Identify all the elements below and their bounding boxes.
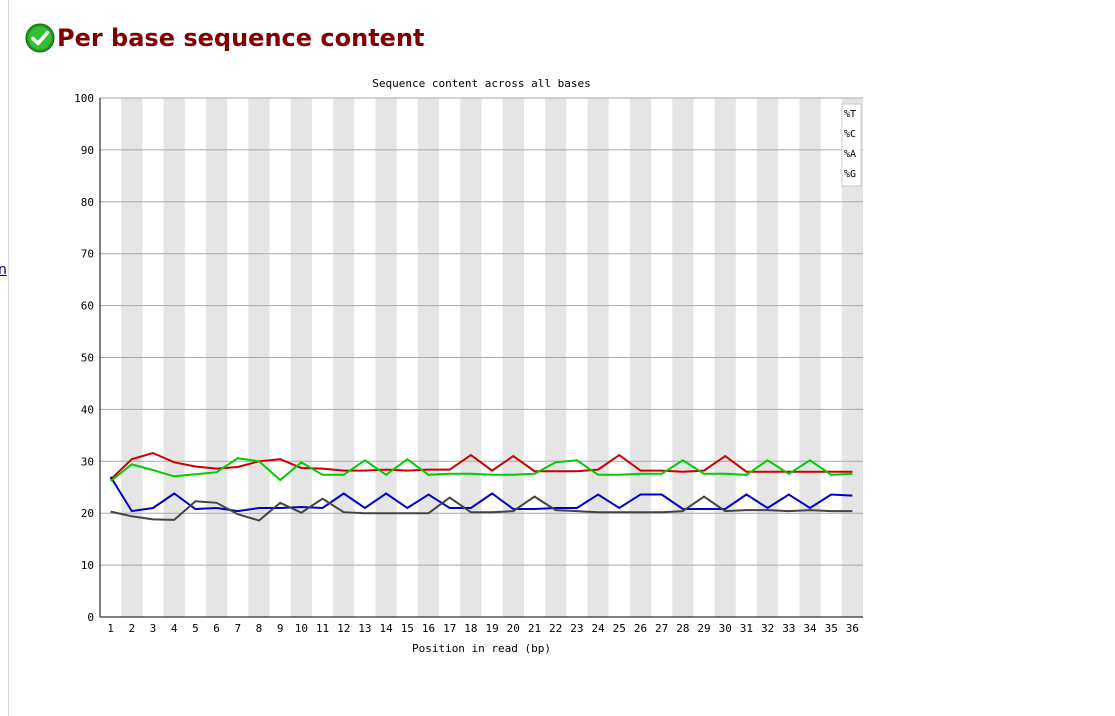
y-tick-label: 70 xyxy=(81,248,94,261)
legend-entry: %A xyxy=(844,149,856,160)
x-tick-label: 12 xyxy=(337,622,350,635)
x-tick-label: 20 xyxy=(507,622,520,635)
y-tick-label: 100 xyxy=(74,92,94,105)
series-lines xyxy=(109,451,853,522)
x-tick-label: 30 xyxy=(719,622,732,635)
y-tick-label: 10 xyxy=(81,559,94,572)
horizontal-gridlines xyxy=(100,97,863,618)
x-tick-label: 24 xyxy=(591,622,605,635)
y-tick-label: 80 xyxy=(81,196,94,209)
left-border-line xyxy=(8,0,9,716)
x-tick-label: 1 xyxy=(107,622,114,635)
y-tick-label: 0 xyxy=(87,611,94,624)
x-tick-label: 35 xyxy=(825,622,838,635)
x-tick-label: 14 xyxy=(380,622,394,635)
x-tick-label: 28 xyxy=(676,622,689,635)
module-header: Per base sequence content xyxy=(25,18,425,58)
x-axis-ticks: 1 2 3 4 5 6 7 8 9 10 11 12 13 14 15 16 17 18 19 20 21 22 23 24 2… xyxy=(107,622,859,635)
x-tick-label: 3 xyxy=(150,622,157,635)
y-tick-label: 20 xyxy=(81,507,94,520)
x-tick-label: 23 xyxy=(570,622,583,635)
x-tick-label: 29 xyxy=(697,622,710,635)
x-tick-label: 17 xyxy=(443,622,456,635)
x-tick-label: 13 xyxy=(358,622,371,635)
series-line-c xyxy=(109,476,853,513)
x-tick-label: 7 xyxy=(234,622,241,635)
legend-entry: %C xyxy=(844,129,856,140)
x-tick-label: 19 xyxy=(485,622,498,635)
x-tick-label: 26 xyxy=(634,622,647,635)
legend-entry: %G xyxy=(844,169,856,180)
y-tick-label: 40 xyxy=(81,403,94,416)
series-line-a xyxy=(109,457,853,482)
x-tick-label: 6 xyxy=(213,622,220,635)
x-tick-label: 36 xyxy=(846,622,859,635)
section-title: Per base sequence content xyxy=(57,24,425,52)
x-tick-label: 5 xyxy=(192,622,199,635)
x-tick-label: 2 xyxy=(128,622,135,635)
x-tick-label: 8 xyxy=(256,622,263,635)
x-tick-label: 27 xyxy=(655,622,668,635)
chart-title: Sequence content across all bases xyxy=(372,77,591,90)
x-tick-label: 10 xyxy=(295,622,308,635)
chart-axes xyxy=(99,98,863,618)
x-tick-label: 4 xyxy=(171,622,178,635)
x-tick-label: 25 xyxy=(613,622,626,635)
y-axis-ticks: 0 10 20 30 40 50 60 70 80 90 100 xyxy=(74,92,94,624)
x-tick-label: 21 xyxy=(528,622,541,635)
chart-legend: %T %C %A %G xyxy=(841,103,862,187)
series-line-t xyxy=(109,451,853,481)
legend-entry: %T xyxy=(844,109,856,120)
x-tick-label: 18 xyxy=(464,622,477,635)
y-tick-label: 90 xyxy=(81,144,94,157)
y-tick-label: 50 xyxy=(81,352,94,365)
sidebar-link-fragment[interactable]: n xyxy=(0,262,7,278)
legend-box xyxy=(841,103,862,187)
x-axis-label: Position in read (bp) xyxy=(412,642,551,655)
x-tick-label: 32 xyxy=(761,622,774,635)
x-tick-label: 15 xyxy=(401,622,414,635)
x-tick-label: 31 xyxy=(740,622,753,635)
x-tick-label: 16 xyxy=(422,622,435,635)
series-line-g xyxy=(110,495,853,522)
check-circle-icon xyxy=(25,23,55,53)
x-tick-label: 22 xyxy=(549,622,562,635)
y-tick-label: 30 xyxy=(81,455,94,468)
x-tick-label: 34 xyxy=(803,622,817,635)
x-tick-label: 33 xyxy=(782,622,795,635)
y-tick-label: 60 xyxy=(81,300,94,313)
alternating-column-bands xyxy=(121,98,863,617)
x-tick-label: 11 xyxy=(316,622,329,635)
x-tick-label: 9 xyxy=(277,622,284,635)
